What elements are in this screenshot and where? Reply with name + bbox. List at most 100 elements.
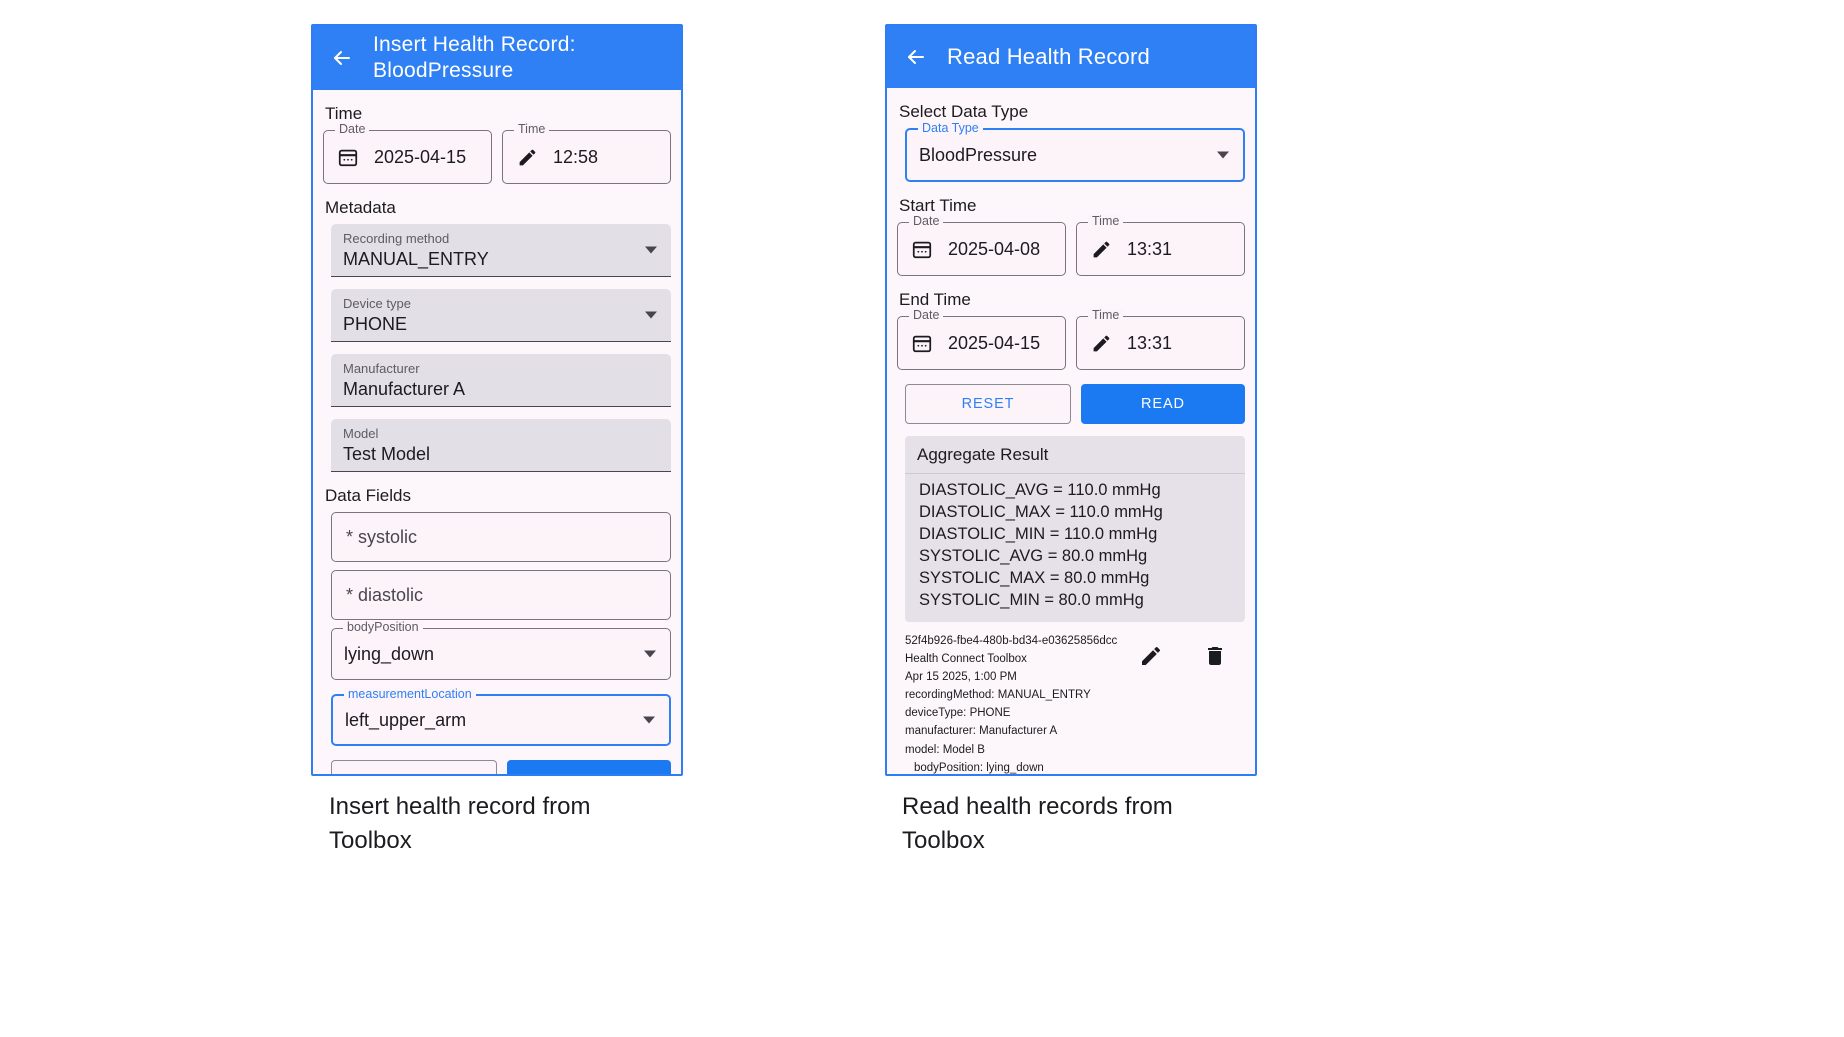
measurement-location-value: left_upper_arm (345, 709, 467, 730)
end-date-field[interactable]: Date 2025-04-15 (897, 309, 1066, 370)
manufacturer-value: Manufacturer A (343, 379, 466, 400)
insert-button-row: RESET SAVE (331, 760, 671, 774)
read-button[interactable]: READ (1081, 384, 1245, 424)
chevron-down-icon[interactable] (644, 650, 656, 658)
record-actions (1125, 632, 1237, 668)
insert-date-value: 2025-04-15 (374, 146, 467, 167)
data-fields-group: * systolic * diastolic bodyPosition lyin… (323, 512, 671, 774)
calendar-icon (910, 331, 934, 355)
end-time-label: End Time (899, 290, 971, 309)
body-position-dropdown[interactable]: bodyPosition lying_down (331, 621, 671, 680)
chevron-down-icon[interactable] (645, 311, 657, 319)
manufacturer-field[interactable]: Manufacturer Manufacturer A (331, 354, 671, 407)
start-time-value: 13:31 (1127, 238, 1173, 259)
end-date-value: 2025-04-15 (948, 332, 1041, 353)
start-time-field[interactable]: Time 13:31 (1076, 215, 1245, 276)
aggregate-result-card: Aggregate Result DIASTOLIC_AVG = 110.0 m… (905, 436, 1245, 622)
chevron-down-icon[interactable] (643, 716, 655, 724)
measurement-location-legend: measurementLocation (344, 688, 476, 701)
insert-time-row: Date 2025-04-15 Time (323, 123, 671, 184)
model-field[interactable]: Model Test Model (331, 419, 671, 472)
calendar-icon (910, 237, 934, 261)
data-type-value: BloodPressure (919, 144, 1038, 165)
end-time-legend: Time (1088, 309, 1124, 322)
body-position-legend: bodyPosition (343, 621, 423, 634)
pencil-icon (1089, 331, 1113, 355)
insert-time-value: 12:58 (553, 146, 599, 167)
start-date-field[interactable]: Date 2025-04-08 (897, 215, 1066, 276)
insert-health-record-panel: Insert Health Record: BloodPressure Time… (311, 24, 683, 776)
record-line: deviceType: PHONE (905, 707, 1011, 720)
recording-method-label: Recording method (343, 231, 450, 246)
data-fields-section-label: Data Fields (325, 486, 411, 505)
device-type-field[interactable]: Device type PHONE (331, 289, 671, 342)
pencil-icon (1089, 237, 1113, 261)
data-type-legend: Data Type (918, 122, 983, 135)
aggregate-row: SYSTOLIC_AVG = 80.0 mmHg (919, 546, 1148, 565)
start-date-legend: Date (909, 215, 944, 228)
read-button-row: RESET READ (905, 384, 1245, 424)
record-details: 52f4b926-fbe4-480b-bd34-e03625856dcc Hea… (905, 632, 1125, 774)
chevron-down-icon[interactable] (1217, 151, 1229, 159)
insert-time-legend: Time (514, 123, 550, 136)
trash-icon[interactable] (1203, 644, 1227, 668)
record-list-item: 52f4b926-fbe4-480b-bd34-e03625856dcc Hea… (897, 622, 1245, 774)
read-appbar: Read Health Record (887, 26, 1255, 88)
end-time-value: 13:31 (1127, 332, 1173, 353)
device-type-label: Device type (343, 296, 411, 311)
start-time-row: Date 2025-04-08 Time (897, 215, 1245, 276)
insert-appbar: Insert Health Record: BloodPressure (313, 26, 681, 90)
select-data-type-label: Select Data Type (899, 102, 1029, 121)
pencil-icon[interactable] (1139, 644, 1163, 668)
measurement-location-dropdown[interactable]: measurementLocation left_upper_arm (331, 688, 671, 746)
aggregate-row: DIASTOLIC_MAX = 110.0 mmHg (919, 502, 1163, 521)
record-line: Apr 15 2025, 1:00 PM (905, 670, 1017, 683)
chevron-down-icon[interactable] (645, 246, 657, 254)
start-time-legend: Time (1088, 215, 1124, 228)
right-caption: Read health records from Toolbox (902, 793, 1173, 855)
start-date-value: 2025-04-08 (948, 238, 1041, 259)
save-button[interactable]: SAVE (507, 760, 671, 774)
model-value: Test Model (343, 444, 431, 465)
manufacturer-label: Manufacturer (343, 361, 420, 376)
systolic-input[interactable]: * systolic (331, 512, 671, 562)
diastolic-input[interactable]: * diastolic (331, 570, 671, 620)
aggregate-row: DIASTOLIC_AVG = 110.0 mmHg (919, 481, 1161, 499)
recording-method-value: MANUAL_ENTRY (343, 249, 489, 270)
read-form-body: Select Data Type Data Type BloodPressure… (887, 88, 1255, 774)
device-type-value: PHONE (343, 314, 408, 335)
calendar-icon (336, 145, 360, 169)
aggregate-row: SYSTOLIC_MIN = 80.0 mmHg (919, 590, 1144, 609)
record-line: Health Connect Toolbox (905, 652, 1027, 665)
aggregate-result-title: Aggregate Result (905, 436, 1245, 474)
record-line: bodyPosition: lying_down (914, 761, 1044, 774)
reset-button[interactable]: RESET (905, 384, 1071, 424)
pencil-icon (515, 145, 539, 169)
end-time-field[interactable]: Time 13:31 (1076, 309, 1245, 370)
arrow-left-icon[interactable] (329, 45, 355, 71)
record-line: 52f4b926-fbe4-480b-bd34-e03625856dcc (905, 634, 1118, 647)
left-caption: Insert health record from Toolbox (329, 793, 591, 855)
recording-method-field[interactable]: Recording method MANUAL_ENTRY (331, 224, 671, 277)
record-line: model: Model B (905, 743, 985, 756)
time-section-label: Time (325, 104, 363, 123)
end-date-legend: Date (909, 309, 944, 322)
data-type-dropdown[interactable]: Data Type BloodPressure (905, 122, 1245, 182)
aggregate-result-list: DIASTOLIC_AVG = 110.0 mmHg DIASTOLIC_MAX… (905, 474, 1245, 622)
record-line: manufacturer: Manufacturer A (905, 725, 1058, 738)
reset-button[interactable]: RESET (331, 760, 497, 774)
metadata-fields-group: Recording method MANUAL_ENTRY Device typ… (323, 224, 671, 472)
start-time-label: Start Time (899, 196, 977, 215)
arrow-left-icon[interactable] (903, 44, 929, 70)
insert-time-field[interactable]: Time 12:58 (502, 123, 671, 184)
aggregate-row: DIASTOLIC_MIN = 110.0 mmHg (919, 524, 1158, 543)
read-page-title: Read Health Record (947, 43, 1150, 69)
model-label: Model (343, 426, 379, 441)
aggregate-row: SYSTOLIC_MAX = 80.0 mmHg (919, 568, 1150, 587)
insert-date-field[interactable]: Date 2025-04-15 (323, 123, 492, 184)
insert-date-legend: Date (335, 123, 370, 136)
record-line: recordingMethod: MANUAL_ENTRY (905, 689, 1091, 702)
read-health-record-panel: Read Health Record Select Data Type Data… (885, 24, 1257, 776)
body-position-value: lying_down (344, 643, 435, 664)
